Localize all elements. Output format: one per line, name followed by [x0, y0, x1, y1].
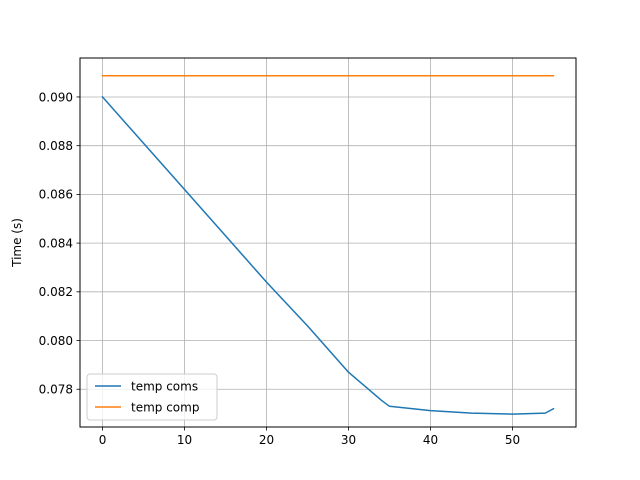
legend: temp coms temp comp [86, 373, 218, 421]
plot-frame [79, 57, 577, 428]
grid [80, 58, 576, 427]
y-axis: 0.078 0.080 0.082 0.084 0.086 0.088 0.090 [39, 90, 80, 397]
y-tick-label: 0.088 [39, 139, 73, 153]
x-tick-label: 10 [177, 433, 192, 447]
x-tick-label: 0 [99, 433, 107, 447]
x-tick-label: 40 [423, 433, 438, 447]
legend-label-0: temp coms [131, 379, 198, 393]
y-tick-label: 0.082 [39, 285, 73, 299]
x-axis: 0 10 20 30 40 50 [99, 427, 520, 447]
y-tick-label: 0.084 [39, 236, 73, 250]
y-tick-label: 0.086 [39, 188, 73, 202]
legend-label-1: temp comp [131, 400, 199, 414]
y-axis-label: Time (s) [10, 218, 24, 268]
x-tick-label: 30 [341, 433, 356, 447]
series-layer [101, 75, 555, 415]
y-tick-label: 0.090 [39, 90, 73, 104]
x-tick-label: 50 [505, 433, 520, 447]
y-tick-label: 0.078 [39, 383, 73, 397]
series-line-0 [101, 95, 555, 415]
y-tick-label: 0.080 [39, 334, 73, 348]
x-tick-label: 20 [259, 433, 274, 447]
